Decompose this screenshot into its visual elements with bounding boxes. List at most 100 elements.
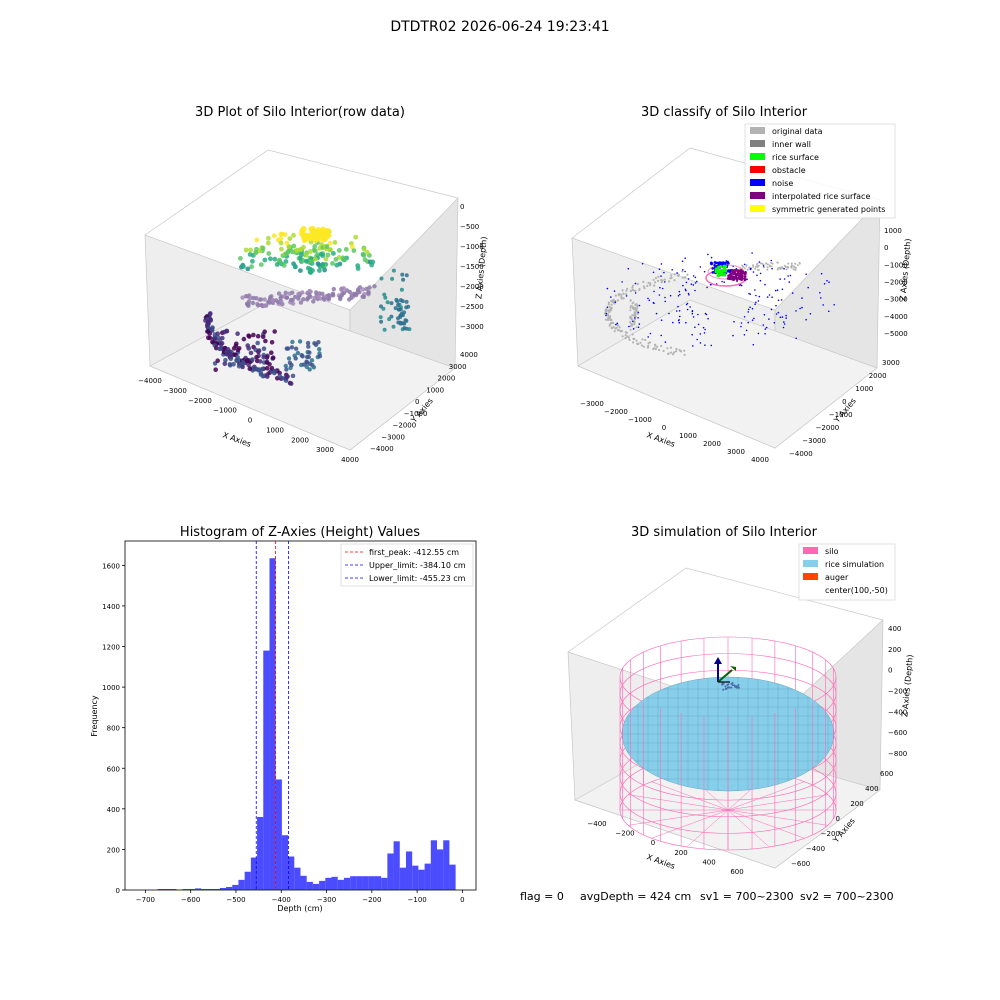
raw-point xyxy=(268,256,273,262)
classify-point xyxy=(637,317,639,319)
raw-point xyxy=(249,264,255,270)
histogram-bar xyxy=(213,888,220,890)
classify-point xyxy=(798,261,801,264)
auger-point xyxy=(725,687,728,690)
classify-point xyxy=(607,301,611,304)
raw-point xyxy=(327,240,333,246)
classify-point xyxy=(648,341,652,344)
classify-point xyxy=(660,344,663,348)
classify-point xyxy=(779,268,782,270)
raw-point xyxy=(298,230,305,237)
classify-point xyxy=(715,261,718,265)
silo-spoke xyxy=(651,781,729,811)
histogram-y-axis-label: Frequency xyxy=(90,695,99,737)
raw-z-ticks: 0 −500 −1000 −1500 −2000 −2500 −3000 xyxy=(460,203,484,331)
raw-point xyxy=(238,256,243,261)
raw-point xyxy=(256,303,261,308)
classify-point xyxy=(737,274,741,278)
raw-point xyxy=(360,294,365,299)
classify-point xyxy=(629,305,632,307)
raw-x-tick-label: −1000 xyxy=(213,407,237,415)
classify-point xyxy=(729,276,733,280)
raw-y-tick-label: 4000 xyxy=(460,351,478,359)
classify-point xyxy=(752,271,755,273)
raw-point xyxy=(372,284,377,289)
classify-point xyxy=(732,278,736,281)
raw-point xyxy=(366,290,371,296)
raw-z-tick-label: −1000 xyxy=(460,243,484,251)
raw-point xyxy=(316,292,322,298)
status-flag: flag = 0 xyxy=(520,890,564,903)
classify-point xyxy=(736,280,738,283)
classify-point xyxy=(671,353,675,356)
classify-point xyxy=(634,292,637,294)
classify-point xyxy=(679,349,682,352)
legend-swatch xyxy=(750,127,765,134)
classify-point xyxy=(611,322,614,325)
histogram-x-tick-label: −600 xyxy=(181,896,200,904)
classify-point xyxy=(705,313,708,316)
silo-spoke xyxy=(651,809,729,839)
raw-point xyxy=(262,329,268,335)
raw-point xyxy=(320,262,325,268)
raw-point xyxy=(304,359,309,364)
classify-point xyxy=(752,264,754,267)
classify-point xyxy=(628,325,630,328)
classify-point xyxy=(787,275,789,277)
raw-point xyxy=(245,266,251,272)
classify-point xyxy=(634,303,637,306)
raw-point xyxy=(246,346,251,351)
raw-point xyxy=(228,352,233,357)
classify-point xyxy=(777,299,780,302)
raw-point xyxy=(292,353,297,358)
raw-point xyxy=(313,342,319,347)
classify-point xyxy=(775,313,778,315)
histogram-bar xyxy=(201,888,208,890)
histogram-bar xyxy=(219,887,227,890)
raw-point xyxy=(233,343,239,349)
classify-point xyxy=(791,292,794,294)
raw-point xyxy=(298,247,304,253)
raw-point xyxy=(219,341,225,346)
raw-point xyxy=(265,374,270,379)
simulation-z-ticks: 400 200 0 −200 −400 −600 −800 xyxy=(888,625,907,758)
histogram-bar xyxy=(449,864,456,890)
raw-point xyxy=(261,346,267,352)
raw-point xyxy=(300,290,305,295)
raw-point xyxy=(404,305,409,310)
classify-point xyxy=(637,342,640,346)
simulation-x-axis-label: X Axies xyxy=(645,852,676,871)
classify-point xyxy=(641,262,644,265)
simulation-y-tick-label: −400 xyxy=(806,845,825,853)
histogram-bar xyxy=(300,875,307,890)
classify-point xyxy=(675,310,678,312)
classify-point xyxy=(625,293,628,296)
histogram-bar xyxy=(437,849,444,890)
histogram-bar xyxy=(288,856,295,890)
classify-point xyxy=(713,264,716,267)
classify-point xyxy=(624,337,627,340)
classify-point xyxy=(694,276,697,279)
classify-x-ticks: −3000−2000−1000 0 1000 2000 3000 4000 xyxy=(580,400,769,464)
raw-point xyxy=(288,381,294,386)
classify-point xyxy=(785,317,787,319)
classify-point xyxy=(634,317,636,319)
classify-point xyxy=(754,289,756,291)
classify-point xyxy=(743,272,747,276)
classify-point xyxy=(771,267,773,270)
classify-point xyxy=(781,288,784,291)
classify-point xyxy=(670,351,673,354)
classify-point xyxy=(723,281,725,284)
simulation-x-tick-label: −400 xyxy=(587,820,606,828)
auger-point xyxy=(731,684,734,687)
classify-point xyxy=(622,297,625,300)
classify-z-tick-label: 0 xyxy=(884,244,888,252)
legend-label: symmetric generated points xyxy=(772,205,885,214)
raw-point xyxy=(399,311,404,316)
histogram-y-ticks: 0 200 400 600 800 1000 1200 1400 1600 xyxy=(102,562,125,895)
raw-point xyxy=(400,272,405,277)
classify-point xyxy=(642,280,645,283)
raw-point xyxy=(311,299,316,304)
classify-point xyxy=(710,256,713,259)
classify-point xyxy=(757,264,760,267)
